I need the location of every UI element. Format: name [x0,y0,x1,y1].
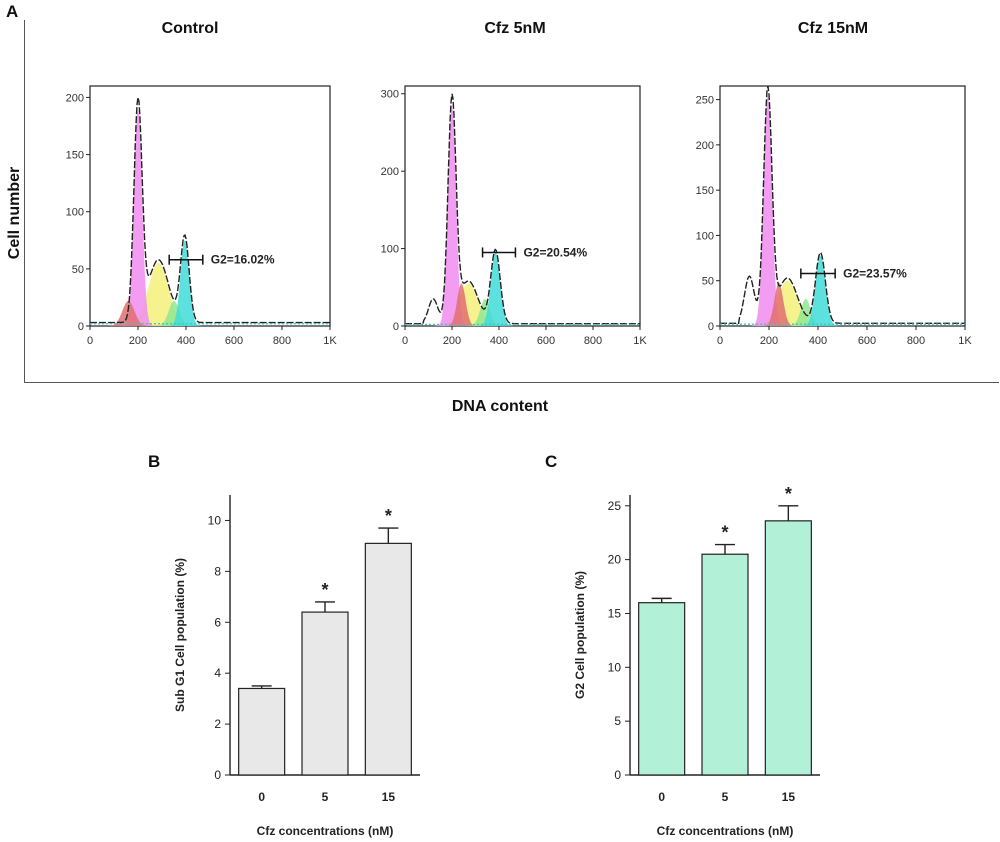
x-tick-label: 1K [323,335,337,347]
x-tick-label: 1K [958,335,972,347]
bar-chart-g2: 0 5 10 15 20 25 0 * 5 * 15 Cfz concentrations (nM) G… [573,484,820,838]
panel-a-x-title: DNA content [451,398,549,415]
histogram-cfz15: 0 50 100 150 200 250 0 200 400 600 800 1K G2=23.57% [696,85,972,347]
x-tick-label: 15 [782,790,796,804]
y-tick-label: 10 [208,513,222,527]
plot-frame [719,85,966,327]
y-tick-label: 100 [696,230,714,242]
panel-a-y-title: Cell number [6,166,23,260]
y-tick-label: 6 [214,615,221,629]
panel-a-frame [24,20,999,383]
y-tick-label: 0 [214,768,221,782]
significance-marker: * [785,484,792,504]
significance-marker: * [321,580,328,600]
histogram-title-cfz15: Cfz 15nM [797,20,869,37]
x-tick-label: 200 [443,335,461,347]
y-tick-label: 20 [608,553,622,567]
y-tick-label: 300 [381,89,399,101]
x-tick-label: 200 [129,335,147,347]
y-tick-label: 25 [608,499,622,513]
histogram-title-cfz5: Cfz 5nM [484,20,546,37]
y-tick-label: 50 [72,264,84,276]
bar [764,520,812,776]
x-tick-label: 600 [225,335,243,347]
g2-gate-label: G2=16.02% [211,253,275,267]
bar [238,687,286,776]
y-tick-label: 150 [696,185,714,197]
g1-peak-fill [405,105,640,327]
y-tick-label: 0 [708,321,714,333]
x-tick-label: 600 [537,335,555,347]
x-tick-label: 400 [490,335,508,347]
y-tick-label: 200 [696,140,714,152]
x-tick-label: 1K [633,335,647,347]
x-tick-label: 5 [722,790,729,804]
x-tick-label: 0 [402,335,408,347]
histogram-control: 0 50 100 150 200 0 200 400 600 800 1K G2=16.02% [66,85,337,347]
panel-label-c: C [545,452,558,471]
x-axis-title: Cfz concentrations (nM) [257,824,394,838]
sub-g1-fill [720,282,965,326]
y-tick-label: 10 [608,660,622,674]
bar [364,542,412,776]
y-tick-label: 4 [214,666,221,680]
g2-gate-label: G2=23.57% [843,266,907,280]
significance-marker: * [385,506,392,526]
x-tick-label: 0 [658,790,665,804]
histogram-outline [90,97,330,324]
x-tick-label: 800 [584,335,602,347]
plot-frame [89,85,331,327]
sub-g1-fill [405,283,640,326]
x-tick-label: 400 [177,335,195,347]
bar [701,553,749,776]
x-tick-label: 0 [87,335,93,347]
x-tick-label: 800 [273,335,291,347]
y-axis-title: Sub G1 Cell population (%) [173,558,187,712]
plot-frame [404,85,641,327]
y-tick-label: 5 [614,714,621,728]
x-tick-label: 200 [760,335,778,347]
x-tick-label: 400 [809,335,827,347]
y-tick-label: 0 [393,321,399,333]
y-tick-label: 150 [66,150,84,162]
g1-peak-fill [720,95,965,326]
x-tick-label: 800 [907,335,925,347]
y-tick-label: 200 [66,92,84,104]
x-tick-label: 0 [258,790,265,804]
significance-marker: * [721,523,728,543]
y-tick-label: 200 [381,166,399,178]
y-tick-label: 8 [214,564,221,578]
bar [301,611,349,776]
x-tick-label: 15 [382,790,396,804]
histogram-title-control: Control [161,20,219,37]
x-tick-label: 600 [858,335,876,347]
s-phase-fill [90,263,330,326]
y-tick-label: 15 [608,606,622,620]
y-tick-label: 0 [614,768,621,782]
histogram-outline [405,93,640,325]
y-axis-title: G2 Cell population (%) [573,571,587,699]
panel-label-a: A [6,2,19,21]
y-tick-label: 100 [66,207,84,219]
bar-chart-sub-g1: 0 2 4 6 8 10 0 * 5 * 15 Cfz concentrations (nM) Sub … [173,495,420,838]
y-tick-label: 100 [381,244,399,256]
y-tick-label: 2 [214,717,221,731]
x-axis-title: Cfz concentrations (nM) [657,824,794,838]
x-tick-label: 0 [717,335,723,347]
panel-label-b: B [148,452,161,471]
x-tick-label: 5 [322,790,329,804]
g1-peak-fill [90,108,330,327]
histogram-cfz5: 0 100 200 300 0 200 400 600 800 1K G2=20.54% [381,85,647,347]
y-tick-label: 50 [702,276,714,288]
y-tick-label: 0 [78,321,84,333]
y-tick-label: 250 [696,95,714,107]
bar [638,602,686,776]
g2-gate-label: G2=20.54% [523,245,587,259]
